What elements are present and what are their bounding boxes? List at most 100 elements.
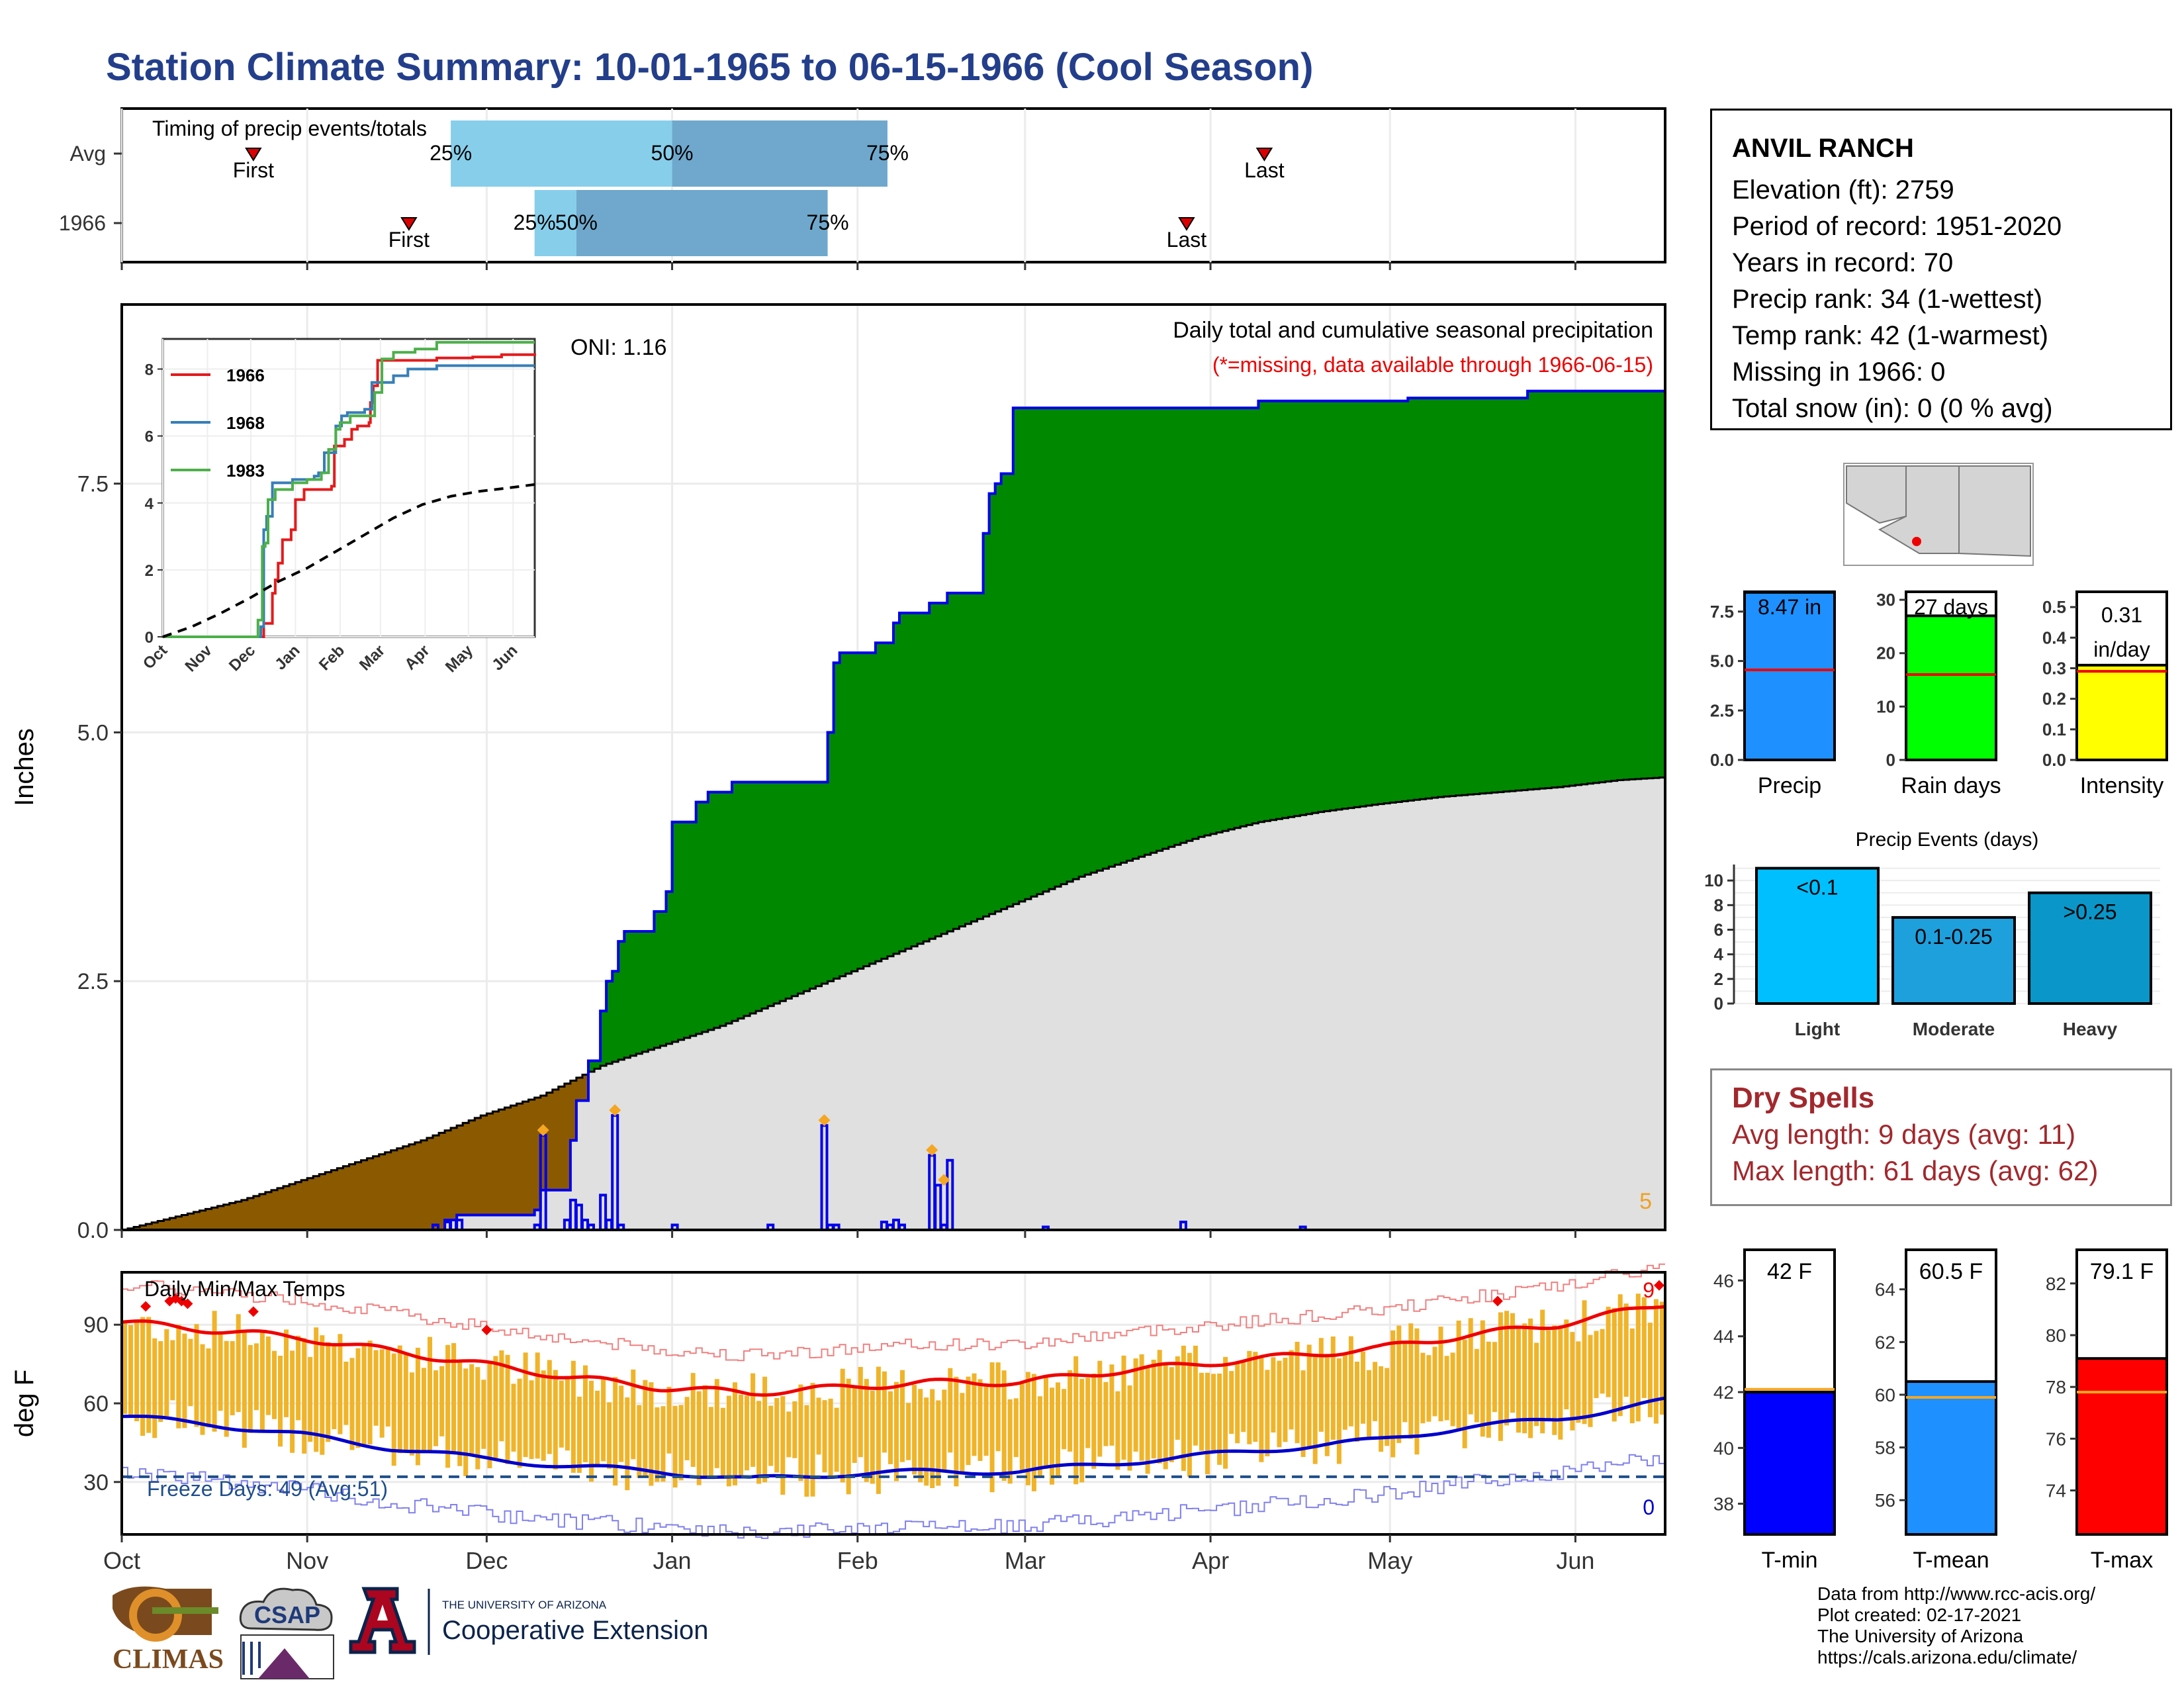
- timing-bar-q50-q75: [672, 120, 887, 187]
- season-cumulative-line: [122, 387, 1666, 1231]
- timing-last-marker: [1255, 148, 1273, 162]
- temp-summary-ytick-label: 58: [1875, 1438, 1895, 1458]
- summary-ytick-label: 0.0: [2042, 750, 2066, 770]
- precip-ytick-label: 5.0: [77, 720, 109, 745]
- events-bar-Heavy: [2028, 891, 2152, 1006]
- record-low-line: [122, 1454, 1665, 1539]
- temp-ytick-label: 30: [83, 1470, 109, 1495]
- events-ytick-label: 2: [1714, 969, 1723, 989]
- map-state-ca: [1846, 465, 1907, 524]
- summary-ytick-label: 0.0: [1710, 750, 1734, 770]
- summary-value-text: 27 days: [1914, 595, 1988, 619]
- events-bar-Light: [1755, 867, 1880, 1005]
- precip-ytick-label: 2.5: [77, 969, 109, 994]
- record-high-line: [122, 1263, 1665, 1362]
- summary-bar-Intensity: [2075, 663, 2168, 761]
- temp-summary-ytick-label: 78: [2046, 1377, 2066, 1397]
- average-min-temp-line: [121, 1396, 1666, 1479]
- temp-summary-ytick-label: 38: [1713, 1494, 1734, 1515]
- temp-summary-label: T-max: [2091, 1548, 2153, 1573]
- timing-bar-q50-q75: [576, 190, 828, 256]
- temp-xtick-label: Jan: [653, 1547, 692, 1574]
- timing-q50-label: 50%: [555, 211, 598, 234]
- temp-summary-ytick-label: 62: [1875, 1332, 1895, 1352]
- credits: Data from http://www.rcc-acis.org/ Plot …: [1817, 1583, 2095, 1668]
- inset-ytick-label: 8: [145, 361, 154, 379]
- precip-caption: Daily total and cumulative seasonal prec…: [1173, 318, 1653, 343]
- temp-xtick-label: Dec: [465, 1547, 508, 1574]
- timing-q50-label: 50%: [651, 141, 694, 165]
- temp-xtick-label: Apr: [1192, 1547, 1229, 1574]
- station-temp-rank: Temp rank: 42 (1-warmest): [1732, 321, 2048, 350]
- temp-summary-ytick-label: 80: [2046, 1325, 2066, 1346]
- timing-q75-label: 75%: [866, 141, 909, 165]
- inset-ytick-label: 4: [145, 495, 154, 513]
- temp-xtick-label: Jun: [1556, 1547, 1594, 1574]
- temp-y-axis-label: deg F: [10, 1370, 39, 1437]
- events-bar-Moderate: [1891, 915, 2016, 1005]
- map-state-nm: [1958, 465, 2031, 557]
- station-info-box: ANVIL RANCH Elevation (ft): 2759 Period …: [1710, 109, 2172, 430]
- timing-first-marker: [245, 148, 262, 162]
- inset-series-line-1968: [163, 364, 535, 638]
- station-precip-rank: Precip rank: 34 (1-wettest): [1732, 285, 2043, 314]
- temp-ytick-label: 90: [83, 1313, 109, 1338]
- credit-line: https://cals.arizona.edu/climate/: [1817, 1647, 2077, 1667]
- summary-value-text: 0.31: [2101, 603, 2142, 627]
- average-cumulative-line: [122, 776, 1666, 1231]
- temp-summary-value: 42 F: [1767, 1259, 1812, 1284]
- inset-series-line-1983: [163, 341, 535, 638]
- temp-summary-ytick-label: 74: [2046, 1481, 2066, 1501]
- ua-small-text: THE UNIVERSITY OF ARIZONA: [442, 1599, 607, 1611]
- summary-value-text: 8.47 in: [1758, 595, 1821, 619]
- station-missing: Missing in 1966: 0: [1732, 357, 1946, 387]
- record-high-marker: [481, 1325, 492, 1336]
- precip-caption-missing: (*=missing, data available through 1966-…: [1212, 353, 1653, 377]
- timing-bar-q25-q50: [451, 120, 672, 187]
- university-of-arizona-logo: THE UNIVERSITY OF ARIZONA Cooperative Ex…: [349, 1587, 708, 1655]
- missing-data-marker: [818, 1114, 831, 1127]
- timing-last-label: Last: [1244, 158, 1285, 182]
- temp-summary-bar-T-max: [2075, 1357, 2168, 1536]
- oni-label: ONI: 1.16: [570, 335, 667, 360]
- csap-logo: CSAP: [239, 1587, 334, 1679]
- temp-summary-ytick-label: 76: [2046, 1429, 2066, 1449]
- inset-ytick-label: 6: [145, 428, 154, 446]
- inset-ytick-label: 0: [145, 629, 154, 647]
- inset-ytick-label: 2: [145, 562, 154, 580]
- dry-spells-avg: Avg length: 9 days (avg: 11): [1732, 1119, 2076, 1150]
- timing-row-label: 1966: [59, 211, 106, 235]
- summary-bar-label: Intensity: [2080, 773, 2164, 798]
- logo-strip: CLIMAS CSAP THE UNIVERSITY OF ARIZONA Co…: [113, 1586, 708, 1679]
- above-average-area: [588, 387, 1665, 1072]
- inset-legend-label: 1968: [226, 413, 265, 433]
- missing-data-marker: [609, 1104, 621, 1117]
- temp-xtick-label: May: [1367, 1547, 1412, 1574]
- missing-data-marker: [938, 1174, 950, 1186]
- precip-ytick-label: 0.0: [77, 1218, 109, 1243]
- summary-ytick-label: 10: [1876, 696, 1895, 716]
- station-name: ANVIL RANCH: [1732, 134, 1914, 163]
- ua-big-text: Cooperative Extension: [442, 1616, 708, 1645]
- temp-summary-ytick-label: 56: [1875, 1490, 1895, 1511]
- record-high-marker: [248, 1306, 259, 1317]
- summary-ytick-label: 0.1: [2042, 720, 2066, 739]
- events-ytick-label: 0: [1714, 994, 1723, 1013]
- climas-text: CLIMAS: [113, 1644, 224, 1675]
- station-years: Years in record: 70: [1732, 248, 1954, 277]
- precip-ytick-label: 7.5: [77, 472, 109, 497]
- temp-summary-ytick-label: 60: [1875, 1385, 1895, 1405]
- temp-summary-label: T-mean: [1913, 1548, 1989, 1573]
- temp-xtick-label: Nov: [286, 1547, 328, 1574]
- record-high-marker: [140, 1301, 152, 1312]
- credit-line: Plot created: 02-17-2021: [1817, 1605, 2022, 1625]
- summary-ytick-label: 2.5: [1710, 700, 1734, 720]
- summary-ytick-label: 20: [1876, 643, 1895, 663]
- timing-first-label: First: [233, 158, 274, 182]
- summary-bar-label: Precip: [1758, 773, 1821, 798]
- record-low-count: 0: [1643, 1495, 1655, 1519]
- record-high-marker: [1653, 1280, 1664, 1291]
- timing-last-label: Last: [1167, 228, 1207, 252]
- temp-summary-ytick-label: 46: [1713, 1270, 1734, 1291]
